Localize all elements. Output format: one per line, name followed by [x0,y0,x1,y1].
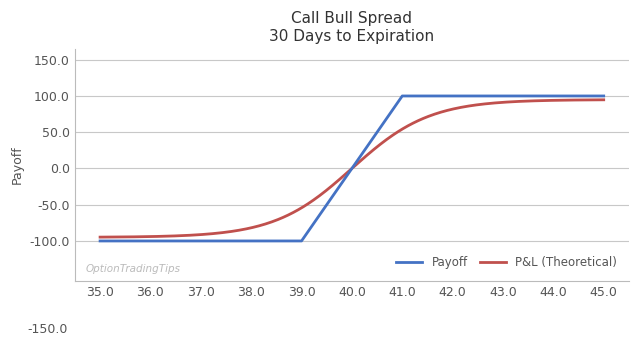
Text: -150.0: -150.0 [28,322,68,336]
Y-axis label: Payoff: Payoff [11,145,24,184]
Legend: Payoff, P&L (Theoretical): Payoff, P&L (Theoretical) [390,250,623,275]
Text: OptionTradingTips: OptionTradingTips [86,264,181,274]
Title: Call Bull Spread
30 Days to Expiration: Call Bull Spread 30 Days to Expiration [269,11,435,44]
